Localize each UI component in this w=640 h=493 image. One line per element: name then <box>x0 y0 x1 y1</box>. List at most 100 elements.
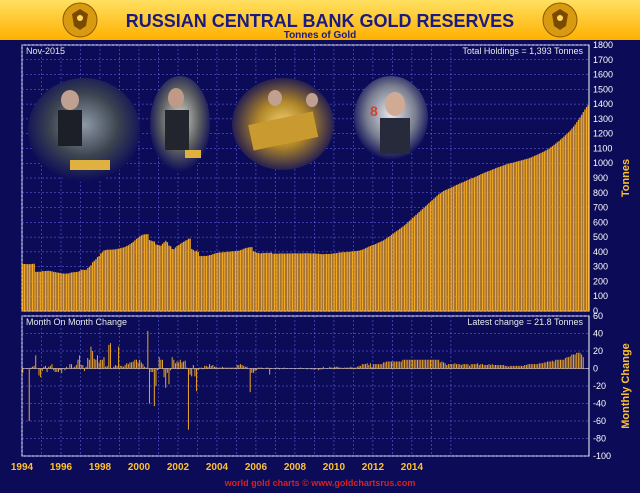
top-bar <box>277 253 279 311</box>
bottom-bar <box>233 367 235 369</box>
photo-3 <box>232 78 334 170</box>
top-bar <box>49 271 52 311</box>
top-bar <box>35 271 37 311</box>
bottom-bar <box>469 365 470 369</box>
bottom-bar <box>311 368 313 370</box>
top-bar <box>75 271 78 311</box>
bottom-bar <box>504 365 506 369</box>
top-bar <box>168 245 170 311</box>
top-bar <box>428 203 430 311</box>
bottom-bar <box>363 364 365 369</box>
top-bar <box>95 259 97 311</box>
top-bar <box>275 253 277 311</box>
bottom-bar <box>252 368 254 373</box>
top-bar <box>269 252 271 311</box>
top-bar <box>436 195 438 311</box>
bottom-bar <box>191 368 193 377</box>
top-bar <box>195 250 198 311</box>
bottom-bar <box>321 368 323 370</box>
top-bar <box>441 192 443 311</box>
bottom-bar <box>425 359 427 369</box>
bottom-bar <box>236 365 238 369</box>
top-bar <box>426 204 428 311</box>
bottom-bar <box>197 368 199 371</box>
top-bar <box>415 214 417 311</box>
bottom-bar <box>82 365 84 369</box>
top-bar <box>447 188 450 311</box>
header-band <box>0 0 640 40</box>
bottom-bar <box>353 367 355 369</box>
top-bar <box>543 151 545 311</box>
top-bar <box>25 264 27 311</box>
top-bar <box>153 241 156 311</box>
x-tick-label: 2002 <box>167 462 190 473</box>
bottom-bar <box>418 359 420 369</box>
bottom-bar <box>30 367 32 369</box>
top-bar <box>170 246 172 311</box>
bottom-bar <box>329 366 331 369</box>
bottom-bar <box>161 359 163 369</box>
top-bar <box>221 252 224 311</box>
top-bar <box>577 119 580 311</box>
top-bar <box>390 234 393 311</box>
top-bar <box>103 250 105 311</box>
bottom-bar <box>340 367 342 369</box>
bottom-bar <box>135 359 137 369</box>
bottom-bar <box>470 364 472 369</box>
bottom-bar <box>170 368 172 371</box>
top-bar <box>522 159 524 311</box>
top-bar <box>527 158 529 311</box>
top-bar <box>529 157 531 311</box>
top-bar <box>386 238 388 311</box>
top-bar <box>108 249 110 311</box>
mom-title-label: Month On Month Change <box>26 317 127 327</box>
bottom-bar <box>231 367 233 369</box>
bottom-bar <box>408 359 410 369</box>
top-bar <box>283 253 286 311</box>
bottom-bar <box>332 367 334 369</box>
top-bar <box>420 210 422 311</box>
bottom-bar <box>545 362 547 369</box>
top-y-tick-label: 1500 <box>593 84 613 94</box>
bottom-bar <box>512 365 514 369</box>
bottom-bar <box>339 367 341 369</box>
top-bar <box>358 250 360 311</box>
bottom-bar <box>447 364 449 369</box>
bottom-bar <box>374 364 376 369</box>
top-bar <box>218 252 221 311</box>
bottom-bar <box>220 367 222 369</box>
top-bar <box>309 253 312 311</box>
bottom-bar <box>205 365 207 369</box>
bottom-bar <box>348 367 350 369</box>
top-bar <box>542 152 544 311</box>
bottom-bar <box>171 357 173 369</box>
top-bar <box>327 253 329 311</box>
top-bar <box>449 188 451 311</box>
bottom-bar <box>410 359 412 369</box>
top-bar <box>174 247 177 311</box>
top-bar <box>303 253 305 311</box>
top-bar <box>293 253 295 311</box>
top-bar <box>160 245 162 311</box>
bottom-bar <box>74 366 76 369</box>
top-bar <box>467 179 469 311</box>
holdings-label: Total Holdings = 1,393 Tonnes <box>462 46 583 56</box>
top-y-tick-label: 200 <box>593 276 608 286</box>
bottom-bar <box>529 364 531 369</box>
bottom-bar <box>69 364 71 369</box>
bottom-bar <box>420 359 422 369</box>
top-bar <box>96 257 99 311</box>
top-bar <box>70 272 73 311</box>
bottom-bar <box>459 364 461 369</box>
top-bar <box>111 249 113 311</box>
top-bar <box>83 269 86 311</box>
bottom-bar <box>394 361 396 369</box>
bottom-y-tick-label: 0 <box>593 364 598 374</box>
top-bar <box>176 245 178 311</box>
top-bar <box>564 135 567 311</box>
top-bar <box>144 234 146 311</box>
top-bar <box>429 201 432 311</box>
top-bar <box>568 132 570 311</box>
top-bar <box>382 240 385 311</box>
top-bar <box>202 256 204 311</box>
